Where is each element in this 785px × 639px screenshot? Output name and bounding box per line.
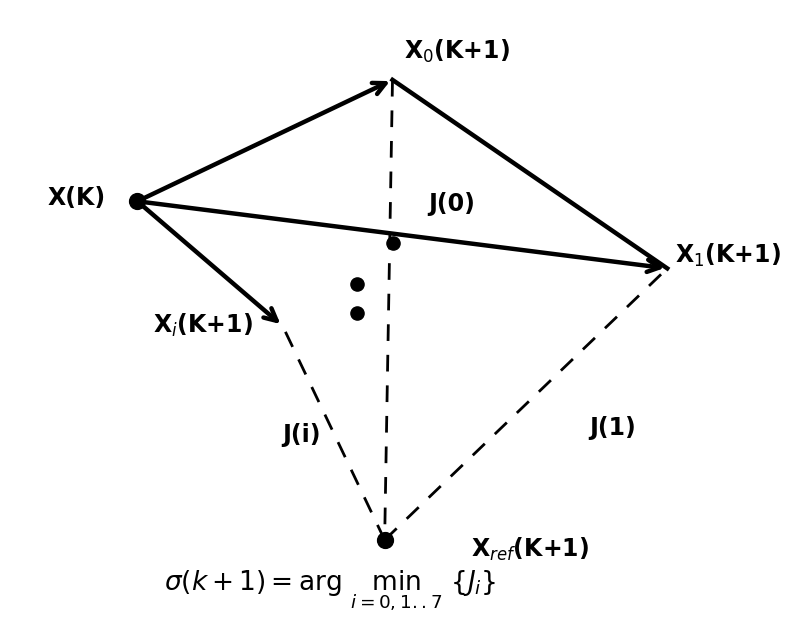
Text: X$_{1}$(K+1): X$_{1}$(K+1) bbox=[675, 242, 781, 269]
Text: J(i): J(i) bbox=[283, 422, 321, 447]
Text: J(0): J(0) bbox=[428, 192, 475, 217]
Point bbox=[351, 279, 363, 289]
Text: J(1): J(1) bbox=[589, 416, 636, 440]
Text: X$_{i}$(K+1): X$_{i}$(K+1) bbox=[153, 312, 253, 339]
Point bbox=[386, 238, 399, 248]
Text: X(K): X(K) bbox=[47, 186, 105, 210]
Text: X$_{0}$(K+1): X$_{0}$(K+1) bbox=[404, 38, 510, 65]
Point bbox=[131, 196, 144, 206]
Point bbox=[351, 308, 363, 318]
Point bbox=[378, 535, 391, 545]
Text: X$_{ref}$(K+1): X$_{ref}$(K+1) bbox=[471, 536, 589, 563]
Text: $\sigma(k+1) = \mathrm{arg}\ \underset{i=0,1..7}{\min}\ \{J_i\}$: $\sigma(k+1) = \mathrm{arg}\ \underset{i… bbox=[163, 569, 496, 613]
